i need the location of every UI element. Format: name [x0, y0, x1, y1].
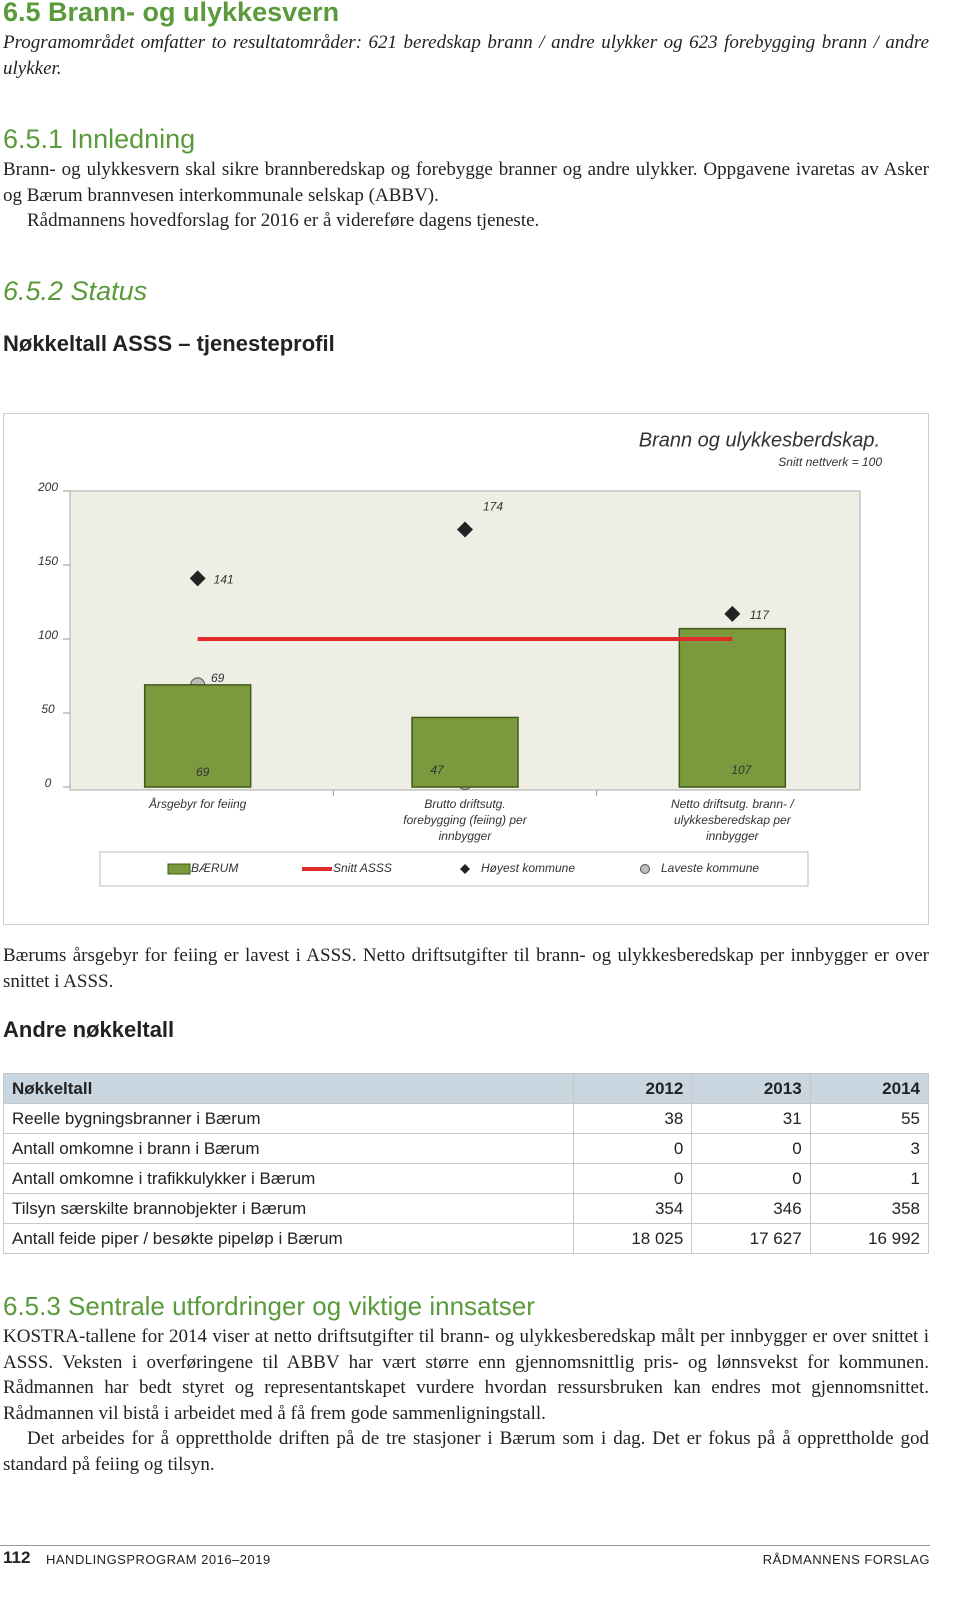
legend-label: Høyest kommune — [481, 861, 575, 875]
max-label: 174 — [483, 500, 503, 514]
legend-label: Laveste kommune — [661, 861, 759, 875]
table-cell: Nøkkeltall — [3, 1073, 574, 1104]
table-row: Antall omkomne i trafikkulykker i Bærum 0… — [3, 1163, 930, 1194]
section-title: 6.5.1 Innledning — [3, 124, 196, 154]
chart-frame — [3, 413, 929, 925]
bar-label: 69 — [196, 765, 210, 779]
table-cell: 2012 — [572, 1073, 693, 1104]
x-tick-label: Netto driftsutg. brann- / ulykkesberedsk… — [670, 797, 794, 843]
y-tick-label: 150 — [38, 554, 58, 568]
footer-left: HANDLINGSPROGRAM 2016–2019 — [46, 1552, 271, 1567]
min-label: 69 — [211, 671, 225, 685]
footer-rule — [0, 1545, 930, 1546]
table-cell: 358 — [809, 1193, 930, 1224]
subheading: Andre nøkkeltall — [3, 1017, 175, 1042]
max-label: 141 — [214, 572, 234, 586]
max-marker — [457, 521, 473, 538]
x-tick-label: Årsgebyr for feiing — [148, 797, 247, 811]
paragraph: Det arbeides for å opprettholde driften … — [3, 1428, 929, 1475]
table-cell: 2013 — [691, 1073, 811, 1104]
legend-label: BÆRUM — [191, 861, 238, 875]
table: Nøkkeltall 2012 2013 2014 Reelle bygningsbra… — [3, 1073, 930, 1254]
footer-right: RÅDMANNENS FORSLAG — [762, 1552, 930, 1567]
table-cell: 31 — [691, 1103, 811, 1134]
table-row: Nøkkeltall 2012 2013 2014 — [3, 1073, 930, 1104]
chart-subtitle: Snitt nettverk = 100 — [778, 455, 882, 469]
table-cell: Antall omkomne i trafikkulykker i Bærum — [3, 1163, 574, 1194]
subheading: Nøkkeltall ASSS – tjenesteprofil — [3, 331, 335, 356]
max-label: 117 — [750, 608, 770, 622]
table-cell: Reelle bygningsbranner i Bærum — [3, 1103, 574, 1134]
chart-title: Brann og ulykkesberdskap. — [639, 429, 880, 451]
heading: 6.5 Brann- og ulykkesvern — [3, 0, 340, 27]
table-cell: Tilsyn særskilte brannobjekter i Bærum — [3, 1193, 574, 1224]
legend-swatch — [460, 864, 470, 874]
table-cell: Antall feide piper / besøkte pipeløp i B… — [3, 1223, 574, 1254]
table-row: Reelle bygningsbranner i Bærum 38 31 55 — [3, 1103, 930, 1134]
legend-label: Snitt ASSS — [333, 861, 392, 875]
table-row: Antall feide piper / besøkte pipeløp i B… — [3, 1223, 930, 1254]
table-cell: 16 992 — [809, 1223, 930, 1254]
legend — [99, 851, 809, 887]
legend-swatch — [167, 863, 191, 875]
page-number: 112 — [3, 1548, 31, 1567]
section-title: 6.5.2 Status — [3, 276, 148, 306]
chart: Brann og ulykkesberdskap. Snitt nettverk… — [37, 429, 882, 887]
table-cell: 18 025 — [572, 1223, 693, 1254]
table-cell: Antall omkomne i brann i Bærum — [3, 1133, 574, 1164]
table-cell: 0 — [572, 1163, 693, 1194]
table-cell: 1 — [809, 1163, 930, 1194]
section-title: 6.5.3 Sentrale utfordringer og viktige i… — [3, 1291, 535, 1321]
y-tick-label: 200 — [37, 480, 58, 494]
legend-swatch — [640, 864, 650, 874]
intro: Programområdet omfatter to resultatområd… — [3, 32, 929, 79]
max-marker — [724, 605, 741, 622]
max-marker — [189, 570, 206, 587]
table-cell: 0 — [691, 1133, 811, 1164]
paragraph: Brann- og ulykkesvern skal sikre brannbe… — [3, 159, 929, 206]
bar-label: 107 — [731, 763, 752, 777]
paragraph: Bærums årsgebyr for feiing er lavest i A… — [3, 945, 929, 992]
bar — [411, 716, 519, 788]
paragraph: KOSTRA-tallene for 2014 viser at netto d… — [3, 1326, 929, 1424]
bar — [678, 627, 787, 788]
table-cell: 38 — [572, 1103, 693, 1134]
bar-label: 47 — [430, 763, 445, 777]
y-tick-label: 100 — [38, 628, 58, 642]
table-cell: 346 — [691, 1193, 811, 1224]
table-row: Antall omkomne i brann i Bærum 0 0 3 — [3, 1133, 930, 1164]
table-cell: 2014 — [809, 1073, 930, 1104]
bar — [143, 684, 252, 788]
paragraph: Rådmannens hovedforslag for 2016 er å vi… — [27, 210, 540, 231]
y-tick-label: 50 — [41, 702, 55, 716]
table-cell: 354 — [572, 1193, 693, 1224]
table-cell: 0 — [572, 1133, 693, 1164]
table-cell: 3 — [809, 1133, 930, 1164]
x-tick-label: Brutto driftsutg. forebygging (feiing) p… — [403, 797, 527, 843]
y-tick-label: 0 — [45, 776, 52, 790]
table-cell: 17 627 — [691, 1223, 811, 1254]
table-cell: 0 — [691, 1163, 811, 1194]
table-cell: 55 — [809, 1103, 930, 1134]
table-row: Tilsyn særskilte brannobjekter i Bærum 35… — [3, 1193, 930, 1224]
